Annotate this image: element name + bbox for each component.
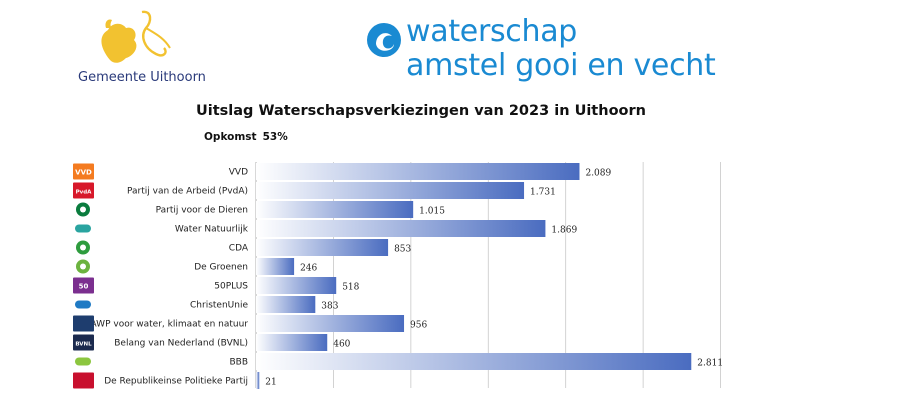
chart-title: Uitslag Waterschapsverkiezingen van 2023… [196, 103, 646, 119]
bar [256, 163, 580, 180]
bvnl-logo-icon: BVNL [73, 334, 94, 351]
municipality-name: Gemeente Uithoorn [78, 70, 206, 85]
water-natuurlijk-logo-icon [75, 224, 91, 233]
bar [256, 353, 692, 370]
category-label: Partij voor de Dieren [156, 206, 248, 216]
pvdd-logo-icon [76, 202, 90, 217]
de-groenen-logo-icon [76, 259, 90, 274]
bar [256, 372, 260, 389]
pvda-logo-icon: PvdA [73, 182, 94, 199]
category-label: De Republikeinse Politieke Partij [104, 377, 248, 387]
svg-text:PvdA: PvdA [76, 190, 93, 196]
category-label: 50PLUS [214, 282, 248, 292]
bar [256, 182, 525, 199]
category-label: ChristenUnie [190, 301, 248, 311]
bar [256, 334, 328, 351]
category-label: AWP voor water, klimaat en natuur [91, 320, 249, 330]
turnout-label: Opkomst [204, 131, 257, 143]
category-label: Water Natuurlijk [175, 225, 249, 235]
value-label: 1.869 [551, 226, 577, 236]
category-label: BBB [229, 358, 248, 368]
category-label: Belang van Nederland (BVNL) [114, 339, 248, 349]
value-label: 956 [410, 321, 427, 331]
category-label: VVD [229, 168, 248, 178]
bar [256, 315, 405, 332]
svg-text:50: 50 [79, 283, 89, 291]
value-label: 21 [265, 378, 276, 388]
category-label: CDA [229, 244, 249, 254]
bars [256, 163, 692, 389]
value-label: 460 [333, 340, 350, 350]
category-label: Partij van de Arbeid (PvdA) [127, 187, 248, 197]
waterschap-name-line1: waterschap [406, 14, 578, 49]
value-label: 1.015 [419, 207, 445, 217]
waterschap-name-line2: amstel gooi en vecht [406, 48, 716, 83]
labels: VVD 2.089 Partij van de Arbeid (PvdA) 1.731… [91, 168, 724, 388]
cda-logo-icon [76, 240, 90, 255]
bar [256, 201, 414, 218]
value-label: 2.811 [697, 359, 723, 369]
category-label: De Groenen [194, 263, 248, 273]
svg-text:BVNL: BVNL [75, 342, 92, 348]
waterschap-logo: waterschap amstel gooi en vecht [362, 14, 722, 84]
bbb-logo-icon [75, 357, 91, 366]
bar [256, 296, 316, 313]
waterschap-drop-icon [367, 23, 401, 57]
value-label: 853 [394, 245, 411, 255]
value-label: 2.089 [585, 169, 611, 179]
value-label: 246 [300, 264, 317, 274]
christenunie-logo-icon [75, 300, 91, 309]
vvd-logo-icon: VVD [73, 163, 94, 180]
rpp-logo-icon [73, 372, 94, 389]
bar [256, 277, 337, 294]
value-label: 383 [321, 302, 338, 312]
value-label: 518 [342, 283, 359, 293]
bar [256, 239, 389, 256]
turnout: Opkomst 53% [204, 131, 294, 143]
svg-text:VVD: VVD [75, 169, 92, 177]
gemeente-uithoorn-logo: Gemeente Uithoorn [60, 8, 230, 98]
awp-logo-icon [73, 315, 94, 332]
value-label: 1.731 [530, 188, 556, 198]
50plus-logo-icon: 50 [73, 277, 94, 294]
turnout-value: 53% [262, 131, 288, 143]
party-logos: VVD PvdA 50 BVNL [73, 163, 94, 389]
bar [256, 258, 295, 275]
uithoorn-emblem-icon [101, 10, 171, 63]
bar [256, 220, 546, 237]
